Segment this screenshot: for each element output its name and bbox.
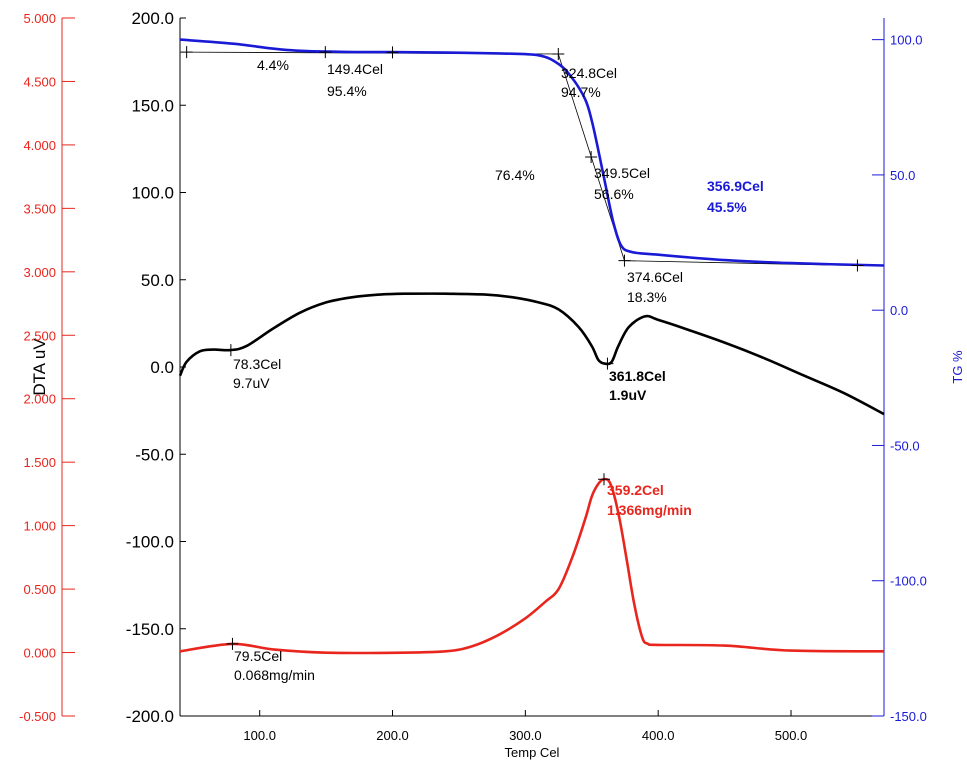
dta-curve: [178, 292, 885, 416]
tg-annotation: 18.3%: [627, 289, 667, 305]
red-axis-tick-label: 4.000: [23, 138, 56, 153]
tg-axis-tick-label: -150.0: [890, 709, 927, 724]
cross-marker: [597, 473, 610, 486]
x-axis-tick-label: 300.0: [509, 728, 542, 743]
dta-annotation: 1.9uV: [609, 387, 647, 403]
red-axis-tick-label: 5.000: [23, 11, 56, 26]
dta-annotation: 9.7uV: [233, 375, 270, 391]
tg-annotation: 76.4%: [495, 167, 535, 183]
cross-marker: [601, 357, 614, 370]
dta-axis-tick-label: -100.0: [126, 533, 174, 552]
x-axis-tick-label: 200.0: [376, 728, 409, 743]
cross-marker: [180, 46, 193, 59]
x-axis-label: Temp Cel: [505, 745, 560, 760]
dtg-annotation: 79.5Cel: [234, 648, 282, 664]
x-axis-tick-label: 400.0: [642, 728, 675, 743]
cross-marker: [319, 46, 332, 59]
dtg-annotation: 1.366mg/min: [607, 502, 692, 518]
cross-marker: [226, 637, 239, 650]
red-axis-tick-label: 2.500: [23, 328, 56, 343]
tg-annotation: 94.7%: [561, 84, 601, 100]
dtg-annotation: 0.068mg/min: [234, 667, 315, 683]
tg-annotation: 349.5Cel: [594, 165, 650, 181]
series-lines: [178, 38, 885, 655]
cross-marker: [585, 151, 598, 164]
dtg-annotation: 359.2Cel: [607, 482, 664, 498]
tg-annotation: 45.5%: [707, 199, 747, 215]
tg-axis-tick-label: -50.0: [890, 438, 920, 453]
dta-axis-tick-label: -50.0: [135, 445, 174, 464]
red-axis-tick-label: 0.500: [23, 582, 56, 597]
red-axis-tick-label: 2.000: [23, 392, 56, 407]
dta-axis-tick-label: 0.0: [150, 358, 174, 377]
dta-axis-label: DTA uV: [30, 338, 49, 396]
red-axis-tick-label: 0.000: [23, 646, 56, 661]
dta-axis-tick-label: -150.0: [126, 620, 174, 639]
tg-axis-tick-label: 100.0: [890, 33, 923, 48]
red-axis-tick-label: 3.500: [23, 201, 56, 216]
x-axis-tick-label: 100.0: [243, 728, 276, 743]
point-markers: [180, 46, 864, 650]
tangent-guides: [186, 51, 858, 266]
tg-annotation: 95.4%: [327, 83, 367, 99]
tg-annotation: 56.6%: [594, 186, 634, 202]
tg-annotation: 324.8Cel: [561, 65, 617, 81]
tg-annotation: 374.6Cel: [627, 269, 683, 285]
tg-curve: [179, 38, 885, 267]
tick-marks: [62, 17, 884, 717]
dta-axis-tick-label: 150.0: [131, 96, 174, 115]
dtg-curve: [179, 477, 885, 655]
dta-axis-tick-label: 100.0: [131, 184, 174, 203]
cross-marker: [851, 259, 864, 272]
cross-marker: [618, 254, 631, 267]
tg-axis-label: TG %: [950, 350, 965, 384]
cross-marker: [386, 46, 399, 59]
axes: [61, 18, 885, 717]
red-axis-tick-label: 3.000: [23, 265, 56, 280]
tg-axis-tick-label: 50.0: [890, 168, 915, 183]
tg-annotation: 149.4Cel: [327, 61, 383, 77]
dta-axis-tick-label: -200.0: [126, 707, 174, 726]
cross-marker: [552, 47, 565, 60]
tg-axis-tick-label: 0.0: [890, 303, 908, 318]
red-axis-tick-label: 1.000: [23, 519, 56, 534]
text-labels: Temp Cel DTA uV TG % 5.000 4.500 4.000 3.50…: [19, 9, 965, 760]
red-axis-tick-label: 1.500: [23, 455, 56, 470]
dta-annotation: 361.8Cel: [609, 368, 666, 384]
tg-axis-tick-label: -100.0: [890, 574, 927, 589]
tg-annotation: 356.9Cel: [707, 178, 764, 194]
dta-annotation: 78.3Cel: [233, 356, 281, 372]
red-axis-tick-label: -0.500: [19, 709, 56, 724]
tg-annotation: 4.4%: [257, 57, 289, 73]
dta-axis-tick-label: 50.0: [141, 271, 174, 290]
cross-marker: [224, 344, 237, 357]
x-axis-tick-label: 500.0: [775, 728, 808, 743]
red-axis-tick-label: 4.500: [23, 74, 56, 89]
dta-axis-tick-label: 200.0: [131, 9, 174, 28]
